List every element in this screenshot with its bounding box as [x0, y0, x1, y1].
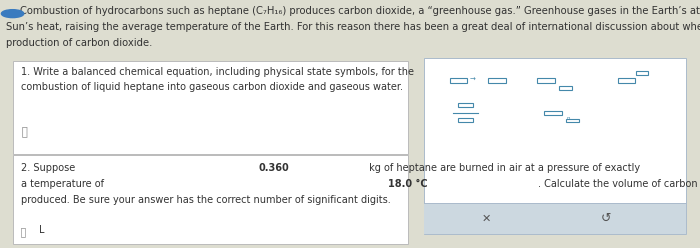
FancyBboxPatch shape — [424, 58, 686, 234]
Text: ↺: ↺ — [601, 212, 610, 225]
Text: L: L — [39, 225, 45, 235]
Text: combustion of liquid heptane into gaseous carbon dioxide and gaseous water.: combustion of liquid heptane into gaseou… — [21, 82, 403, 92]
Text: ✕: ✕ — [482, 214, 491, 223]
Text: ▯: ▯ — [20, 225, 27, 238]
Text: a temperature of: a temperature of — [21, 179, 107, 189]
Text: 0.360: 0.360 — [258, 163, 289, 173]
Circle shape — [1, 10, 24, 18]
FancyBboxPatch shape — [450, 78, 468, 83]
FancyBboxPatch shape — [617, 78, 636, 83]
Text: 18.0 °C: 18.0 °C — [388, 179, 427, 189]
Text: Sun’s heat, raising the average temperature of the Earth. For this reason there : Sun’s heat, raising the average temperat… — [6, 22, 700, 32]
FancyBboxPatch shape — [13, 155, 408, 244]
Text: kg of heptane are burned in air at a pressure of exactly: kg of heptane are burned in air at a pre… — [366, 163, 643, 173]
Text: →: → — [470, 76, 475, 82]
FancyBboxPatch shape — [424, 203, 686, 234]
FancyBboxPatch shape — [559, 86, 572, 90]
Text: 1. Write a balanced chemical equation, including physical state symbols, for the: 1. Write a balanced chemical equation, i… — [21, 67, 414, 77]
Text: 2. Suppose: 2. Suppose — [21, 163, 78, 173]
FancyBboxPatch shape — [489, 78, 506, 83]
FancyBboxPatch shape — [458, 118, 473, 122]
Text: . Calculate the volume of carbon dioxide gas that is: . Calculate the volume of carbon dioxide… — [538, 179, 700, 189]
Text: ▯: ▯ — [21, 124, 29, 138]
Text: n: n — [567, 116, 570, 121]
Text: production of carbon dioxide.: production of carbon dioxide. — [6, 38, 152, 48]
FancyBboxPatch shape — [636, 71, 648, 75]
FancyBboxPatch shape — [545, 111, 562, 115]
Text: Combustion of hydrocarbons such as heptane (C₇H₁₆) produces carbon dioxide, a “g: Combustion of hydrocarbons such as hepta… — [20, 6, 700, 16]
FancyBboxPatch shape — [458, 103, 473, 107]
FancyBboxPatch shape — [566, 119, 579, 122]
FancyBboxPatch shape — [538, 78, 555, 83]
Text: produced. Be sure your answer has the correct number of significant digits.: produced. Be sure your answer has the co… — [21, 195, 391, 205]
FancyBboxPatch shape — [13, 61, 408, 154]
